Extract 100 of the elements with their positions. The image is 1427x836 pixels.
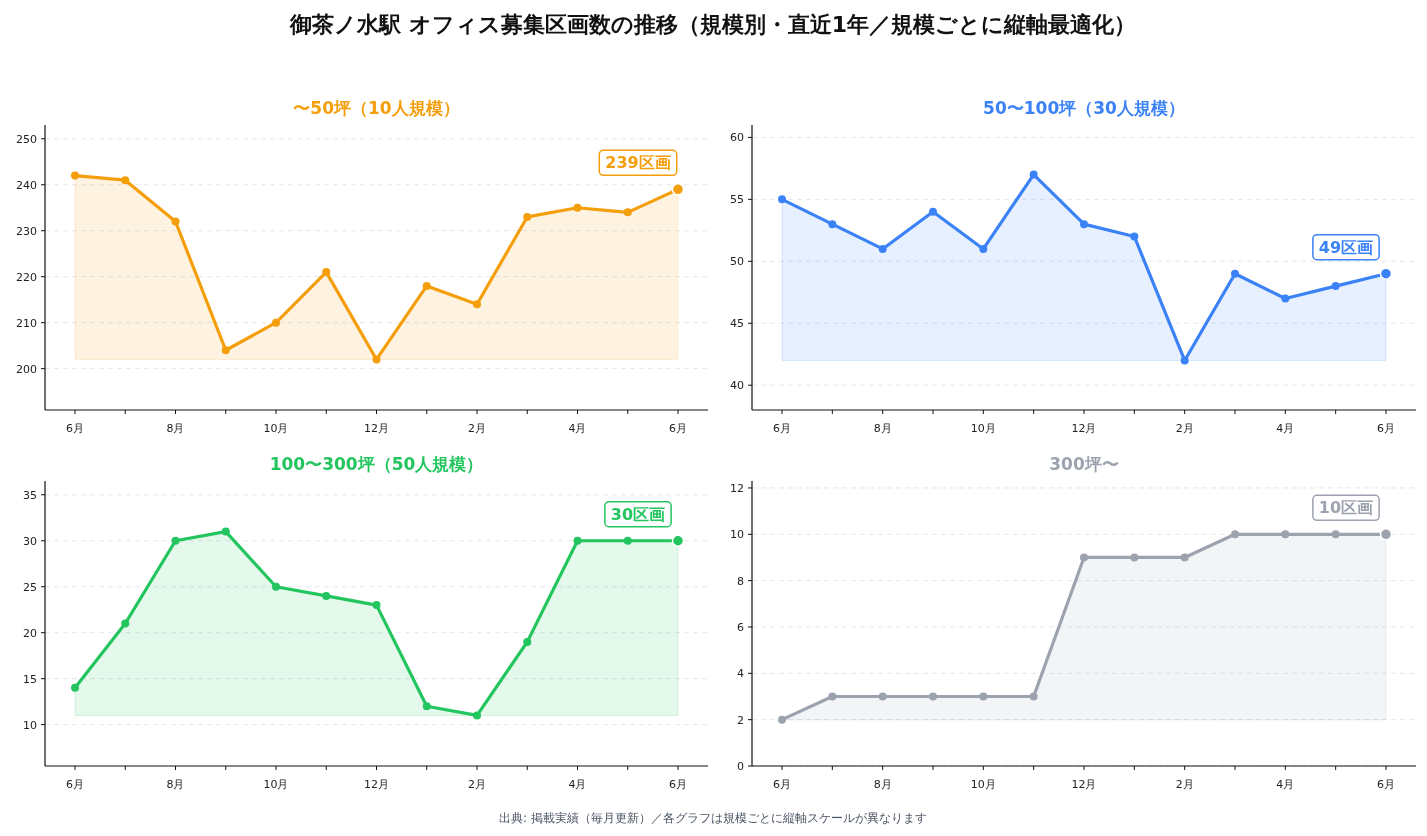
point (828, 220, 837, 229)
x-tick-label: 6月 (66, 422, 84, 435)
point (121, 176, 130, 185)
point (71, 171, 79, 180)
x-tick-label: 2月 (468, 422, 486, 435)
x-tick-label: 4月 (1276, 422, 1295, 435)
y-tick-label: 10 (23, 718, 37, 732)
x-tick-label: 2月 (1175, 422, 1194, 435)
point (272, 582, 280, 591)
y-tick-label: 250 (16, 132, 37, 146)
y-tick-label: 0 (737, 760, 744, 773)
annotation: 10区画 (1318, 498, 1374, 518)
point (422, 281, 431, 290)
chart-title: 50〜100坪（30人規模） (983, 98, 1185, 118)
x-tick-label: 6月 (1377, 422, 1395, 435)
point (372, 601, 381, 610)
point (221, 346, 230, 355)
x-tick-label: 2月 (468, 778, 486, 791)
y-tick-label: 30 (23, 534, 37, 548)
y-tick-label: 20 (23, 626, 37, 640)
point (1231, 269, 1239, 278)
annotation: 30区画 (610, 504, 666, 524)
x-tick-label: 4月 (1276, 778, 1295, 791)
x-tick-label: 6月 (1377, 778, 1395, 791)
point (878, 692, 887, 701)
y-tick-label: 230 (16, 224, 37, 238)
point (1029, 692, 1038, 701)
point (171, 217, 180, 226)
x-tick-label: 6月 (66, 778, 84, 791)
y-tick-label: 35 (23, 488, 37, 502)
point (322, 268, 331, 277)
x-tick-label: 6月 (773, 422, 791, 435)
x-tick-label: 12月 (364, 422, 389, 435)
point (1130, 232, 1139, 241)
y-tick-label: 10 (730, 528, 744, 542)
point (878, 244, 887, 253)
point (979, 692, 988, 701)
y-tick-label: 2 (737, 713, 744, 727)
point (623, 536, 632, 545)
x-tick-label: 8月 (166, 422, 185, 435)
y-tick-label: 45 (730, 317, 744, 331)
y-tick-label: 40 (730, 379, 744, 393)
point (929, 692, 937, 701)
chart-title: 300坪〜 (1049, 454, 1119, 474)
point (422, 702, 431, 711)
point (322, 591, 331, 600)
y-tick-label: 6 (737, 620, 744, 634)
point (828, 692, 837, 701)
x-tick-label: 10月 (263, 422, 289, 435)
point (372, 355, 381, 364)
y-tick-label: 200 (16, 362, 37, 376)
y-tick-label: 240 (16, 178, 37, 192)
x-tick-label: 4月 (568, 778, 587, 791)
x-tick-label: 10月 (970, 422, 996, 435)
point (1180, 553, 1189, 562)
x-tick-label: 6月 (773, 778, 791, 791)
point (979, 244, 988, 253)
text: 御茶ノ水駅 オフィス募集区画数の推移（規模別・直近1年／規模ごとに縦軸最適化） (289, 12, 1136, 37)
x-tick-label: 12月 (364, 778, 389, 791)
point (573, 203, 582, 212)
y-tick-label: 8 (737, 574, 744, 588)
point (1180, 356, 1189, 365)
point (573, 536, 582, 545)
point (778, 715, 786, 724)
point (1231, 530, 1239, 539)
point (71, 683, 79, 692)
x-tick-label: 2月 (1175, 778, 1194, 791)
point (1029, 170, 1038, 179)
x-tick-label: 8月 (166, 778, 185, 791)
point (623, 208, 632, 217)
source-note: 出典: 掲載実績（毎月更新）／各グラフは規模ごとに縦軸スケールが異なります (499, 811, 927, 825)
y-tick-label: 50 (730, 255, 744, 269)
y-tick-label: 60 (730, 131, 744, 145)
y-tick-label: 210 (16, 316, 37, 330)
point (473, 711, 481, 720)
y-tick-label: 25 (23, 580, 37, 594)
point (1281, 294, 1290, 303)
point (221, 527, 230, 536)
y-tick-label: 12 (730, 481, 744, 495)
point (1130, 553, 1139, 562)
x-tick-label: 4月 (568, 422, 587, 435)
x-tick-label: 12月 (1071, 778, 1097, 791)
point (1331, 282, 1340, 291)
point (1281, 530, 1290, 539)
x-tick-label: 10月 (263, 778, 289, 791)
x-tick-label: 10月 (970, 778, 996, 791)
point (523, 212, 532, 221)
point (272, 318, 280, 327)
y-tick-label: 55 (730, 193, 744, 207)
y-tick-label: 15 (23, 672, 37, 686)
chart-title: 〜50坪（10人規模） (293, 98, 460, 118)
point (523, 637, 532, 646)
x-tick-label: 8月 (873, 778, 892, 791)
annotation: 49区画 (1318, 237, 1374, 257)
x-tick-label: 6月 (669, 778, 687, 791)
y-tick-label: 4 (737, 667, 744, 681)
point (171, 536, 180, 545)
x-tick-label: 6月 (669, 422, 687, 435)
point (1331, 530, 1340, 539)
annotation: 239区画 (605, 153, 671, 173)
